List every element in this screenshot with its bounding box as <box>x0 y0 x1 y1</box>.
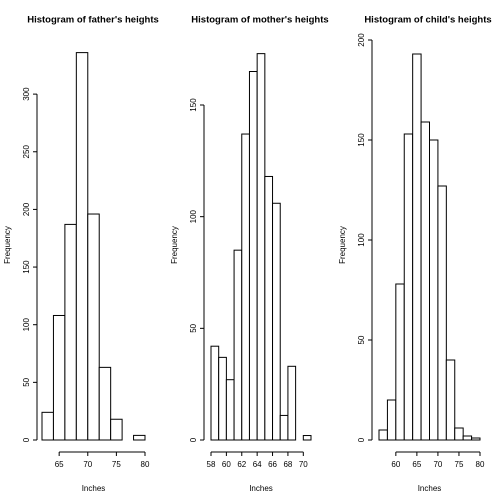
x-tick-label: 80 <box>141 460 150 469</box>
y-tick-label: 200 <box>22 202 31 216</box>
y-axis-label: Frequency <box>338 226 347 264</box>
bar <box>264 175 274 441</box>
bar <box>218 356 227 441</box>
x-axis-label: Inches <box>418 484 442 493</box>
bar <box>386 399 397 441</box>
bar <box>429 139 439 441</box>
x-tick-label: 60 <box>222 460 231 469</box>
x-tick-label: 70 <box>299 460 308 469</box>
x-tick-label: 65 <box>55 460 64 469</box>
x-tick-label: 58 <box>207 460 216 469</box>
y-axis-label: Frequency <box>170 226 179 264</box>
y-tick-label: 0 <box>189 437 198 442</box>
x-tick-label: 60 <box>391 460 400 469</box>
bar <box>378 429 388 441</box>
y-axis-label: Frequency <box>3 226 12 264</box>
x-tick-label: 66 <box>268 460 277 469</box>
x-tick-label: 68 <box>283 460 292 469</box>
y-tick-label: 50 <box>357 335 366 344</box>
bar <box>412 53 422 441</box>
bar <box>233 249 243 441</box>
bar <box>279 414 289 441</box>
bar <box>445 359 456 441</box>
bar <box>454 427 464 441</box>
bar <box>41 411 54 441</box>
y-tick-label: 50 <box>189 323 198 332</box>
y-tick-label: 150 <box>22 260 31 274</box>
x-tick-label: 64 <box>253 460 262 469</box>
bar <box>248 71 258 441</box>
x-tick-label: 80 <box>476 460 485 469</box>
chart-title: Histogram of father's heights <box>27 15 159 26</box>
bar <box>395 283 405 441</box>
chart-title: Histogram of child's heights <box>364 15 491 26</box>
bar <box>287 365 297 441</box>
bar <box>52 314 66 441</box>
chart-title: Histogram of mother's heights <box>191 15 328 26</box>
bar <box>403 133 414 441</box>
y-tick-label: 250 <box>22 145 31 159</box>
x-tick-label: 75 <box>455 460 464 469</box>
bar <box>272 202 281 441</box>
y-tick-label: 100 <box>22 317 31 331</box>
x-tick-label: 65 <box>412 460 421 469</box>
bar <box>256 53 266 441</box>
bar <box>302 435 312 441</box>
bar <box>437 185 447 441</box>
bar <box>98 366 112 441</box>
x-axis-label: Inches <box>82 484 106 493</box>
y-tick-label: 0 <box>357 437 366 442</box>
x-axis-label: Inches <box>249 484 273 493</box>
y-tick-label: 0 <box>22 437 31 442</box>
y-tick-label: 50 <box>22 377 31 386</box>
bar <box>64 223 77 441</box>
x-tick-label: 70 <box>433 460 442 469</box>
bar <box>87 213 100 441</box>
bar <box>225 379 235 441</box>
x-tick-label: 75 <box>112 460 121 469</box>
y-tick-label: 200 <box>357 33 366 47</box>
x-tick-label: 70 <box>83 460 92 469</box>
bar <box>462 435 473 441</box>
y-tick-label: 150 <box>357 133 366 147</box>
bar <box>75 52 89 441</box>
bar <box>133 434 146 441</box>
bar <box>420 121 431 441</box>
y-tick-label: 150 <box>189 98 198 112</box>
bar <box>241 133 250 441</box>
y-tick-label: 100 <box>189 209 198 223</box>
y-tick-label: 300 <box>22 87 31 101</box>
bar <box>471 437 481 441</box>
bar <box>110 418 123 441</box>
bar <box>210 345 220 441</box>
y-tick-label: 100 <box>357 233 366 247</box>
x-tick-label: 62 <box>237 460 246 469</box>
